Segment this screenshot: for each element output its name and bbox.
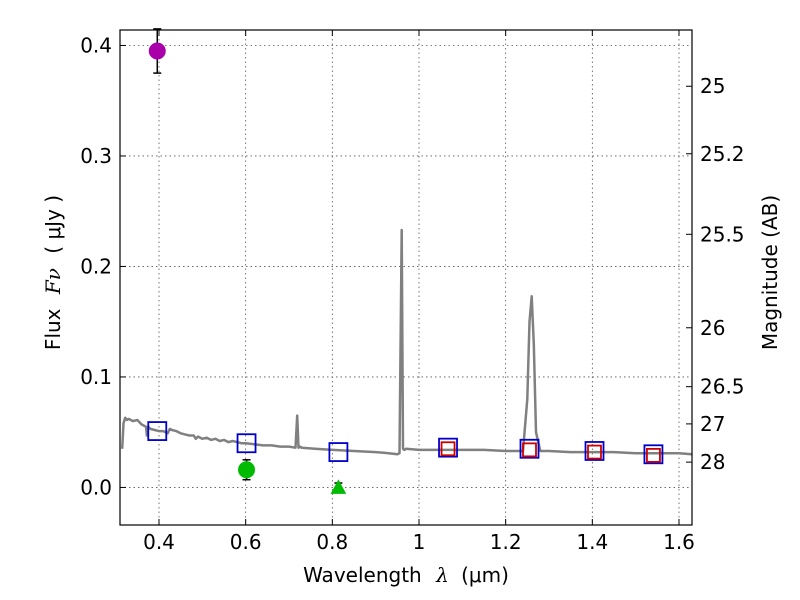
photometry-square-marker (584, 441, 605, 461)
y2-tick-label: 25 (700, 74, 725, 98)
x-tick-label: 0.8 (316, 530, 348, 554)
x-tick-label: 0.6 (230, 530, 262, 554)
plot-frame (119, 29, 693, 526)
photometry-square-marker (438, 437, 458, 458)
photometry-square-marker (522, 442, 537, 458)
y2-tick-label: 25.2 (700, 142, 745, 166)
y-axis-title-prefix: Flux (41, 308, 65, 350)
x-tick-label: 1 (413, 530, 426, 554)
y2-tick-label: 27 (700, 412, 725, 436)
y-tick-label: 0.0 (80, 475, 112, 499)
observed-circle-marker (238, 461, 256, 479)
y-axis-title: Flux Fν ( μJy ) (41, 195, 65, 350)
x-axis-title-prefix: Wavelength (303, 563, 422, 587)
y-axis-ticks: 0.0 0.1 0.2 0.3 0.4 (80, 33, 126, 499)
x-tick-label: 0.4 (143, 530, 175, 554)
y-tick-label: 0.1 (80, 365, 112, 389)
photometry-square-marker (440, 441, 456, 457)
photometry-square-marker (587, 444, 602, 460)
photometry-square-marker (236, 433, 257, 454)
y-tick-label: 0.3 (80, 144, 112, 168)
x-tick-label: 1.4 (576, 530, 608, 554)
y2-tick-label: 28 (700, 450, 725, 474)
y-axis-title-symbol: Fν (41, 268, 65, 295)
photometry-square-marker (643, 444, 664, 465)
marker-layer (147, 28, 664, 494)
photometry-square-marker (147, 421, 168, 441)
y2-tick-label: 25.5 (700, 222, 745, 246)
spectrum-layer (120, 228, 693, 456)
y-axis-title-units: ( μJy ) (41, 195, 65, 254)
observed-triangle-marker (330, 479, 347, 494)
y-tick-label: 0.4 (80, 33, 112, 57)
photometry-square-marker (646, 447, 661, 463)
y2-tick-label: 26.5 (700, 375, 745, 399)
photometry-square-marker (519, 438, 540, 459)
spectrum-line (120, 228, 693, 456)
photometry-square-marker (328, 442, 349, 462)
grid-layer (120, 30, 692, 525)
x-tick-label: 1.6 (663, 530, 695, 554)
y-tick-label: 0.2 (80, 254, 112, 278)
y2-axis-ticks: 25 25.2 25.5 26 26.5 27 28 (686, 74, 745, 474)
y2-tick-label: 26 (700, 316, 725, 340)
y2-axis-title: Magnitude (AB) (758, 195, 782, 350)
observed-circle-marker (148, 42, 166, 60)
x-axis-title-symbol: λ (435, 563, 449, 587)
x-axis-ticks: 0.4 0.6 0.8 1 1.2 1.4 1.6 (143, 30, 695, 554)
x-axis-title: Wavelength λ (μm) (303, 563, 509, 587)
x-axis-title-units: (μm) (461, 563, 509, 587)
x-tick-label: 1.2 (490, 530, 522, 554)
